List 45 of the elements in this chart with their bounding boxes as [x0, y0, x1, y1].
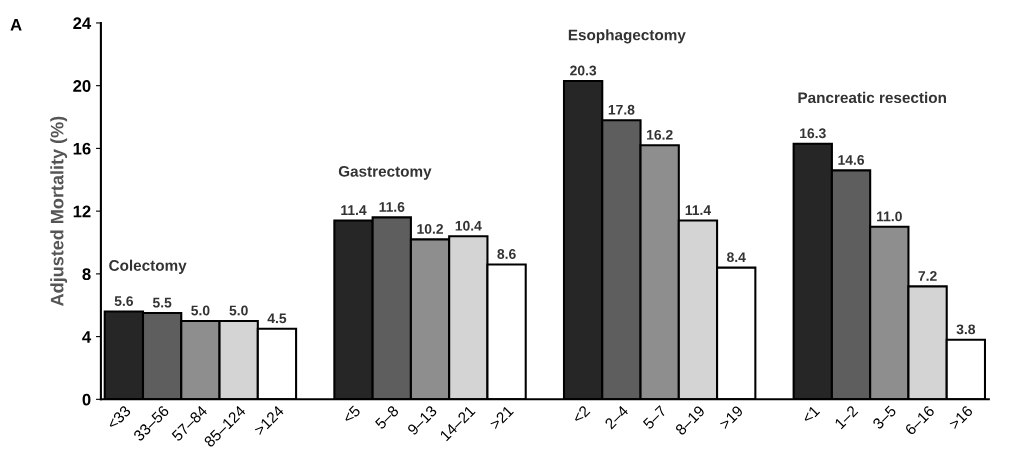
x-tick-label: <1	[801, 405, 821, 424]
x-tick-label: >19	[718, 404, 744, 430]
x-tick-label: <5	[342, 405, 361, 424]
x-tick-label: >16	[948, 404, 974, 430]
y-tick-label: 24	[73, 17, 92, 29]
annotation: Gastrectomy	[338, 165, 432, 180]
data-label: 11.4	[341, 205, 367, 215]
y-axis-title: Adjusted Mortality (%)	[50, 116, 68, 306]
x-tick-label: <33	[106, 404, 132, 430]
data-label: 11.0	[877, 211, 902, 222]
data-label: 5.5	[152, 297, 172, 308]
data-label: 16.3	[800, 128, 826, 139]
x-tick-label: 5–7	[642, 405, 668, 430]
data-label: 8.6	[497, 249, 516, 259]
text: A	[10, 18, 22, 31]
x-tick-label: >21	[489, 405, 514, 430]
data-label: 4.5	[267, 313, 287, 324]
x-tick-label: 5–8	[374, 404, 400, 430]
data-label: 14.6	[838, 155, 865, 165]
annotation: Pancreatic resection	[798, 91, 946, 104]
x-tick-label: <2	[571, 405, 591, 424]
y-tick-label: 16	[73, 142, 91, 155]
data-label: 8.4	[727, 252, 746, 263]
data-label: 17.8	[608, 104, 635, 115]
y-tick-label: 8	[82, 268, 91, 281]
data-label: 10.4	[455, 220, 482, 231]
data-label: 11.4	[685, 205, 712, 215]
x-tick-label: 1–2	[834, 405, 859, 430]
data-label: 10.2	[417, 224, 443, 234]
x-tick-label: 3–5	[871, 404, 897, 430]
annotation: Esophagectomy	[568, 29, 686, 44]
data-label: 7.2	[918, 271, 937, 281]
data-label: 11.6	[379, 202, 405, 212]
data-label: 5.0	[191, 305, 210, 316]
y-tick-label: 12	[73, 205, 91, 218]
data-label: 5.6	[114, 296, 134, 306]
y-tick-label: 20	[73, 80, 91, 92]
annotation: Colectomy	[109, 259, 187, 274]
y-tick-label: 0	[82, 393, 91, 406]
data-label: 3.8	[956, 324, 976, 335]
data-label: 20.3	[570, 65, 597, 76]
y-tick-label: 4	[82, 331, 92, 343]
x-tick-label: 2–4	[604, 404, 629, 430]
data-label: 16.2	[647, 129, 673, 140]
data-label: 5.0	[229, 305, 248, 316]
